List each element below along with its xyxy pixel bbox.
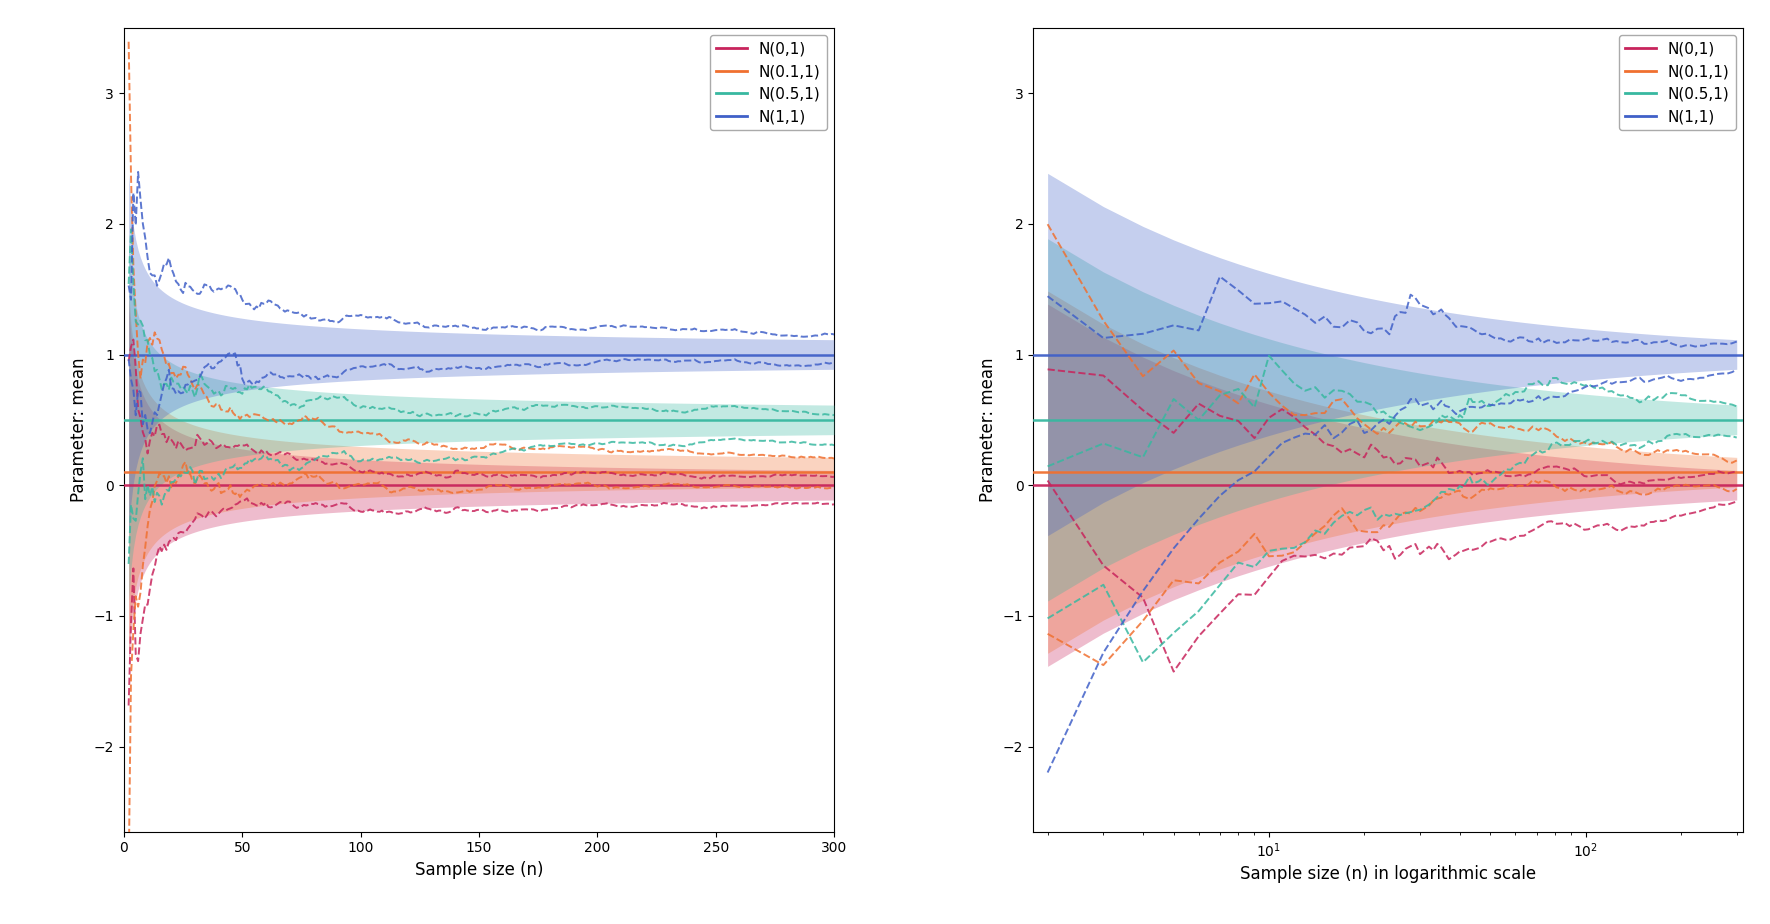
Legend: N(0,1), N(0.1,1), N(0.5,1), N(1,1): N(0,1), N(0.1,1), N(0.5,1), N(1,1) bbox=[1620, 35, 1736, 130]
Y-axis label: Parameter: mean: Parameter: mean bbox=[71, 358, 88, 502]
Y-axis label: Parameter: mean: Parameter: mean bbox=[979, 358, 997, 502]
Legend: N(0,1), N(0.1,1), N(0.5,1), N(1,1): N(0,1), N(0.1,1), N(0.5,1), N(1,1) bbox=[710, 35, 827, 130]
X-axis label: Sample size (n): Sample size (n) bbox=[414, 861, 543, 879]
X-axis label: Sample size (n) in logarithmic scale: Sample size (n) in logarithmic scale bbox=[1241, 866, 1536, 883]
